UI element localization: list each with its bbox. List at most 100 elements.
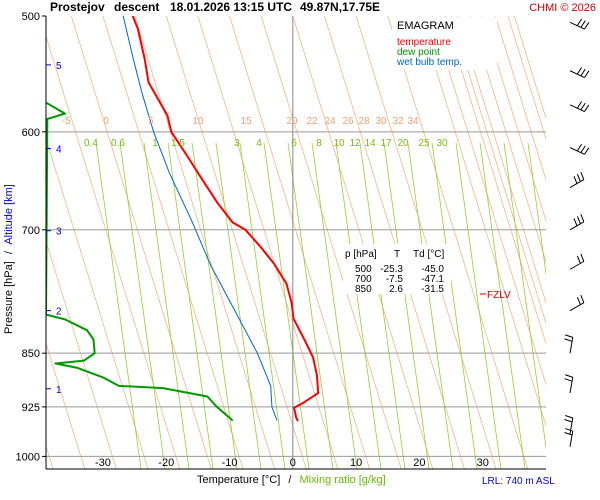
isotherm-line xyxy=(102,16,244,469)
mixing-ratio-label: 3 xyxy=(234,138,240,149)
table-row-850-t: 2.6 xyxy=(389,284,403,295)
mixing-ratio-label: 0.6 xyxy=(111,138,125,149)
mixing-ratio-line xyxy=(215,142,262,469)
wind-barb xyxy=(569,295,585,312)
wind-barb-feather xyxy=(580,145,586,153)
temperature-ticks: -30 -20 -10 0 10 20 30 xyxy=(95,457,489,469)
fzlv-marker: FZLV xyxy=(480,290,511,301)
table-row-500-p: 500 xyxy=(355,264,372,275)
temperature-tick-label: -30 xyxy=(95,457,111,469)
isotherm-label: 5 xyxy=(148,116,154,127)
table-box xyxy=(343,244,451,294)
wind-barb xyxy=(564,374,574,394)
isotherm-line xyxy=(46,342,86,469)
mixing-ratio-line xyxy=(143,142,190,469)
mixing-ratio-label: 6 xyxy=(291,138,297,149)
mixing-ratio-label: 10 xyxy=(333,138,345,149)
isotherm-line xyxy=(292,16,434,469)
ylabel-pressure: Pressure [hPa] xyxy=(3,261,15,334)
wind-barb-feather xyxy=(576,143,583,152)
wind-barb xyxy=(569,214,585,231)
mixing-ratio-line xyxy=(503,142,546,451)
isotherm-line xyxy=(197,16,339,469)
mixing-ratio-label: 20 xyxy=(397,138,409,149)
pressure-tick-label: 700 xyxy=(22,225,40,237)
legend-box xyxy=(392,17,497,70)
isotherm-line xyxy=(457,16,546,305)
isotherm-label: 20 xyxy=(286,116,298,127)
wind-barb xyxy=(569,67,590,78)
temperature-tick-label: 30 xyxy=(477,457,489,469)
wind-barb-feather xyxy=(576,297,581,305)
temperature-tick-label: -20 xyxy=(158,457,174,469)
table-row-700-p: 700 xyxy=(355,274,372,285)
pressure-tick-label: 850 xyxy=(22,348,40,360)
mixing-ratio-line xyxy=(167,142,214,469)
fzlv-label: FZLV xyxy=(487,290,511,301)
isotherm-label: 15 xyxy=(240,116,252,127)
mixing-ratio-label: 0.4 xyxy=(84,138,98,149)
legend-wet-bulb: wet bulb temp. xyxy=(396,57,462,68)
altitude-tick-label: 3 xyxy=(56,227,62,238)
table-row-500-td: -45.0 xyxy=(421,264,444,275)
title-station: Prostejov xyxy=(50,0,105,14)
legend-dew-point: dew point xyxy=(397,47,440,58)
mixing-ratio-line xyxy=(287,142,334,469)
sounding-table: p [hPa] T Td [°C] 500 -25.3 -45.0 700 -7… xyxy=(343,244,451,295)
wind-barb-feather xyxy=(564,418,573,423)
mixing-ratio-label: 25 xyxy=(418,138,430,149)
wind-barb-feather xyxy=(565,415,573,419)
wind-barb-feather xyxy=(580,295,585,303)
wind-barbs xyxy=(564,18,590,447)
wind-barb-staff xyxy=(569,302,585,312)
title-coords: 49.87N,17.75E xyxy=(300,0,380,14)
mixing-ratio-line xyxy=(359,142,406,469)
grid-lines xyxy=(46,16,546,469)
temperature-tick-label: 20 xyxy=(413,457,425,469)
table-header-td: Td [°C] xyxy=(413,249,444,260)
wind-barb xyxy=(569,171,585,189)
ylabel-altitude: Altitude [km] xyxy=(3,184,15,245)
mixing-ratio-label: 17 xyxy=(380,138,392,149)
wind-barb xyxy=(569,143,590,155)
wind-barb-feather xyxy=(576,101,583,109)
mixing-ratio-label: 14 xyxy=(364,138,376,149)
title-datetime: 18.01.2026 13:15 UTC xyxy=(170,0,292,14)
altitude-tick-label: 2 xyxy=(56,307,62,318)
wind-barb-feather xyxy=(565,334,573,338)
mixing-ratio-line xyxy=(431,142,478,469)
isotherm-label: 24 xyxy=(324,116,336,127)
table-row-850-p: 850 xyxy=(355,284,372,295)
wind-barb-feather xyxy=(580,214,585,222)
legend: EMAGRAM temperature dew point wet bulb t… xyxy=(392,17,497,70)
mixing-ratio-label: 4 xyxy=(256,138,262,149)
wind-barb-staff xyxy=(569,337,574,354)
pressure-tick-label: 925 xyxy=(22,402,40,414)
isotherm-line xyxy=(545,16,546,18)
isotherm-label: 34 xyxy=(407,116,419,127)
altitude-tick-label: 1 xyxy=(56,385,62,396)
isotherm-line xyxy=(419,16,546,427)
isotherm-line xyxy=(165,16,307,469)
wind-barb-feather xyxy=(565,428,573,432)
isotherm-line xyxy=(46,137,149,469)
mixing-ratio-line xyxy=(95,142,142,469)
mixing-ratio-line xyxy=(239,142,286,469)
mixing-ratio-line xyxy=(383,142,430,469)
wind-barb-staff xyxy=(569,417,574,434)
wind-barb-feather xyxy=(584,104,590,112)
mixing-ratio-label: 1.5 xyxy=(171,138,185,149)
isotherm-label: 10 xyxy=(192,116,204,127)
wind-barb-staff xyxy=(569,430,574,447)
isotherm-line xyxy=(444,16,546,346)
xlabel-sep: / xyxy=(288,474,292,486)
mixing-ratio-label: 30 xyxy=(436,138,448,149)
mixing-ratio-label: 8 xyxy=(316,138,322,149)
altitude-tick-label: 5 xyxy=(56,61,62,72)
plot-area xyxy=(46,16,546,469)
wind-barb-feather xyxy=(564,432,573,436)
isotherm-line xyxy=(355,16,497,469)
mixing-ratio-line xyxy=(479,142,526,469)
wind-barb-feather xyxy=(580,253,585,262)
isotherm-line xyxy=(494,16,546,182)
